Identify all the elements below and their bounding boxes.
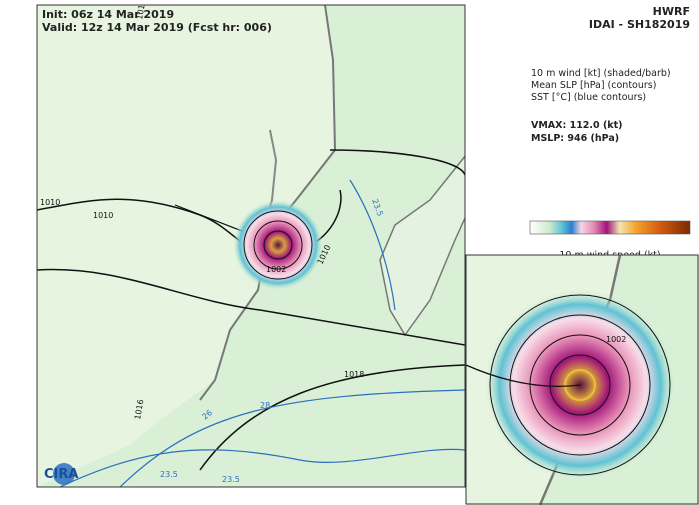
inset-track [466,364,581,387]
inset-slp-ring [489,294,671,476]
sst-label: 28 [260,401,270,410]
logo-icon [53,463,75,485]
storm-wind [233,200,323,290]
sst-label: 23.5 [160,470,178,479]
inset-eyewall [564,369,596,401]
slp-contour [37,189,342,257]
legend-line: 10 m wind [kt] (shaded/barb) [531,68,671,79]
slp-contour [199,364,465,471]
init-time: Init: 06z 14 Mar 2019 [42,8,174,21]
inset-slp-ring [509,314,651,456]
slp-contour [37,268,465,346]
contour-label: 1010 [93,211,113,220]
inset-slp-ring [529,334,631,436]
slp-contour [329,149,465,176]
mslp: MSLP: 946 (hPa) [531,133,619,144]
inset-contour-label: 1002 [606,335,626,344]
slp-ring [243,210,313,280]
slp-ring [263,230,293,260]
sst-contour [349,179,396,311]
contour-label: 1018 [344,370,364,379]
model-name: HWRF [653,5,690,18]
sst-label: 23.5 [222,475,240,484]
vmax: VMAX: 112.0 (kt) [531,120,623,131]
legend-line: SST [°C] (blue contours) [531,92,646,103]
africa-land [37,5,335,487]
sst-contour [119,389,465,487]
valid-time: Valid: 12z 14 Mar 2019 (Fcst hr: 006) [42,21,272,34]
storm-id: IDAI - SH182019 [589,18,690,31]
colorbar [529,220,691,235]
main-map: 1010 1010 1010 1002 1010 1018 1016 23.5 … [37,0,465,487]
logo: CIRA [44,467,78,482]
inset-map: 1002 [466,255,699,505]
legend-line: Mean SLP [hPa] (contours) [531,80,656,91]
contour-label: 1016 [133,399,145,421]
inset-slp-ring [549,354,611,416]
slp-ring [253,220,303,270]
inset-frame [465,254,699,505]
contour-label: 1002 [266,265,286,274]
sst-contour [59,448,465,487]
contour-label: 1010 [40,198,60,207]
map-frame [36,4,466,488]
contour-label: 1010 [135,0,147,20]
madagascar [379,155,465,337]
